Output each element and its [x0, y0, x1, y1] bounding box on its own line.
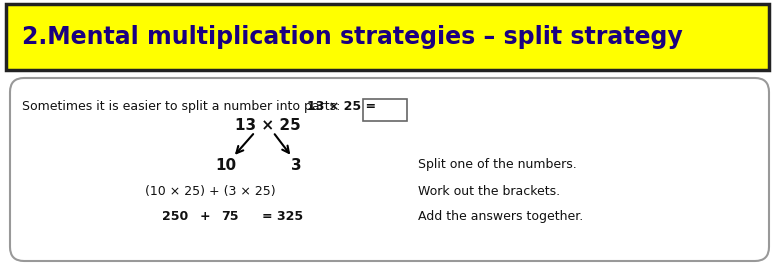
Text: Work out the brackets.: Work out the brackets.	[418, 185, 560, 198]
FancyBboxPatch shape	[10, 78, 769, 261]
Text: Add the answers together.: Add the answers together.	[418, 210, 583, 223]
Text: 13 × 25: 13 × 25	[235, 118, 301, 133]
Text: 13 × 25 =: 13 × 25 =	[307, 100, 376, 113]
Text: 3: 3	[291, 158, 301, 173]
Text: (10 × 25) + (3 × 25): (10 × 25) + (3 × 25)	[145, 185, 275, 198]
Text: = 325: = 325	[262, 210, 303, 223]
Text: 2.Mental multiplication strategies – split strategy: 2.Mental multiplication strategies – spl…	[22, 25, 682, 49]
Text: Split one of the numbers.: Split one of the numbers.	[418, 158, 576, 171]
Text: 250: 250	[162, 210, 188, 223]
Text: 75: 75	[221, 210, 238, 223]
FancyBboxPatch shape	[6, 4, 769, 70]
Text: +: +	[199, 210, 210, 223]
FancyBboxPatch shape	[363, 99, 407, 121]
Text: Sometimes it is easier to split a number into parts:: Sometimes it is easier to split a number…	[22, 100, 344, 113]
Text: 10: 10	[216, 158, 237, 173]
